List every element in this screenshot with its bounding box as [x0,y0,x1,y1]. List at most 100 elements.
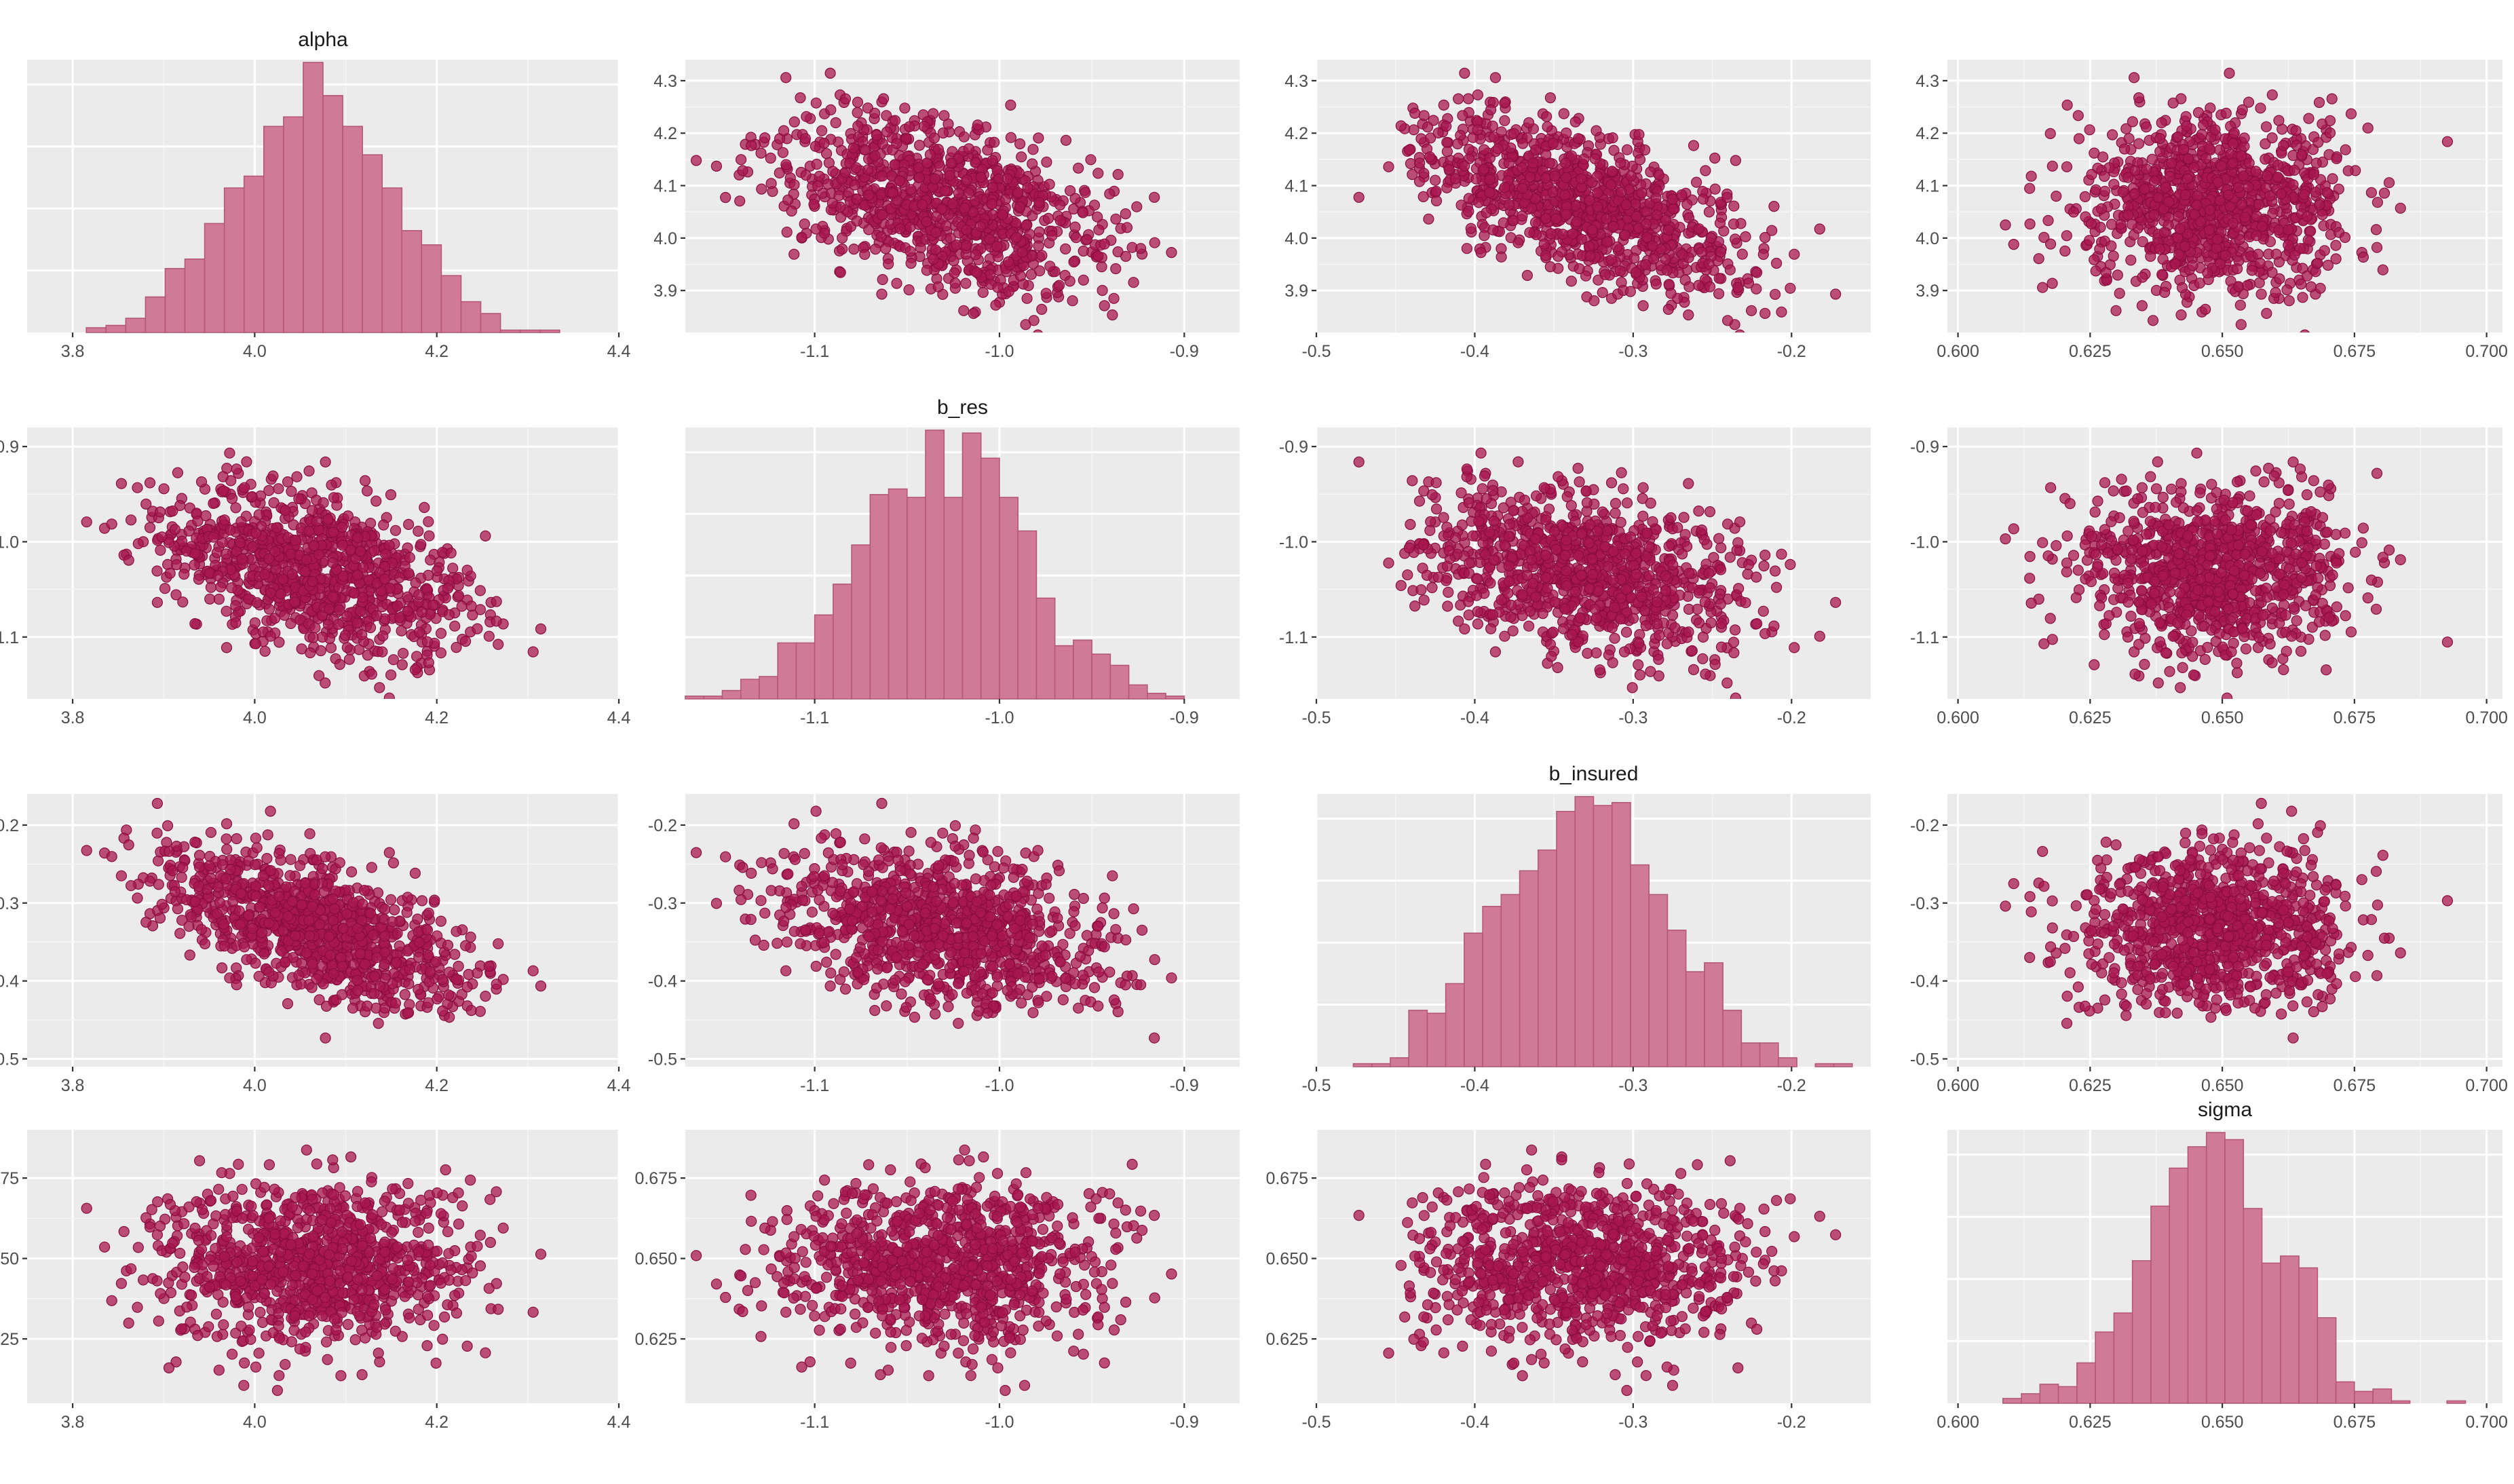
scatter-point [2106,240,2117,252]
scatter-point [1645,666,1656,677]
scatter-point [1521,269,1533,281]
scatter-point [1751,571,1762,583]
scatter-point [799,133,812,145]
scatter-point [1732,282,1744,293]
scatter-point [2156,117,2167,128]
scatter-point [1067,295,1078,307]
scatter-point [2198,119,2209,131]
scatter-point [1078,245,1089,257]
scatter-point [881,126,893,138]
scatter-point [1584,195,1595,206]
scatter-point [1112,169,1124,180]
scatter-point [891,278,902,289]
scatter-point [1722,518,1734,530]
scatter-point [1713,288,1725,299]
scatter-point [1430,185,1442,197]
histogram-bar [243,175,265,333]
scatter-point [1766,225,1778,236]
scatter-point [720,191,731,204]
scatter-point [337,539,348,551]
scatter-point [1650,192,1662,204]
scatter-point [1054,214,1066,227]
scatter-point [2156,269,2168,280]
scatter-point [1612,241,1623,252]
scatter-point [1631,210,1642,223]
scatter-point [1776,306,1787,318]
scatter-point [2228,127,2240,139]
panel-b_res-vs-b_insured: -1.1-1.0-0.9-0.5 -0.4 -0.3 -0.2 [1279,427,1871,727]
scatter-point [1660,214,1671,226]
scatter-point [852,96,864,108]
scatter-point [830,117,841,128]
scatter-point [2227,157,2239,169]
scatter-point [1550,213,1562,225]
scatter-point [467,609,478,621]
histogram-bar [980,457,1000,700]
scatter-point [1770,565,1781,577]
scatter-point [1558,623,1569,634]
scatter-point [1121,222,1133,233]
scatter-point [928,132,940,144]
scatter-point [351,569,364,581]
scatter-point [877,170,888,182]
scatter-point [2120,123,2132,134]
scatter-point [1422,121,1434,133]
panel-title: b_res [937,396,988,419]
scatter-point [404,552,415,563]
scatter-point [2172,131,2184,142]
scatter-point [2084,124,2095,136]
scatter-point [2273,224,2285,235]
scatter-point [1414,157,1426,169]
scatter-point [951,239,962,251]
histogram-bar [519,329,541,333]
scatter-point [1472,573,1483,585]
scatter-point [387,654,400,666]
scatter-point [958,305,970,316]
scatter-point [1149,237,1160,248]
scatter-point [2322,259,2334,271]
scatter-point [322,619,334,630]
scatter-point [419,501,430,514]
scatter-point [123,554,134,566]
scatter-point [1418,110,1430,121]
scatter-point [421,636,434,648]
histogram-bar [1091,653,1111,700]
scatter-point [1099,300,1110,311]
scatter-point [921,157,933,169]
scatter-point [2112,269,2123,281]
scatter-point [1597,287,1608,299]
scatter-point [423,530,435,541]
scatter-point [2079,191,2091,202]
scatter-point [2099,170,2110,182]
scatter-point [2262,170,2273,182]
scatter-point [1591,170,1603,182]
scatter-point [2187,260,2198,271]
scatter-point [1691,176,1702,188]
scatter-point [1527,157,1539,169]
scatter-point [396,659,408,670]
scatter-point [825,104,837,115]
scatter-point [1538,238,1550,250]
scatter-point [1559,189,1571,201]
scatter-point [1785,282,1796,294]
scatter-point [425,554,436,566]
histogram-bar [795,642,816,700]
x-tick-label: -0.9 [1170,708,1199,727]
scatter-point [799,218,810,230]
scatter-point [2331,153,2342,164]
scatter-point [236,553,248,565]
scatter-point [1770,288,1781,300]
scatter-point [949,267,960,279]
scatter-point [154,506,166,518]
scatter-point [1610,508,1621,519]
scatter-point [2024,218,2036,230]
scatter-point [1588,295,1600,307]
scatter-point [1496,594,1507,606]
scatter-point [2133,92,2145,104]
scatter-point [826,197,839,209]
scatter-point [1696,246,1708,258]
scatter-point [2324,127,2336,138]
scatter-point [1021,292,1033,304]
scatter-point [944,170,955,181]
scatter-point [1430,477,1442,489]
